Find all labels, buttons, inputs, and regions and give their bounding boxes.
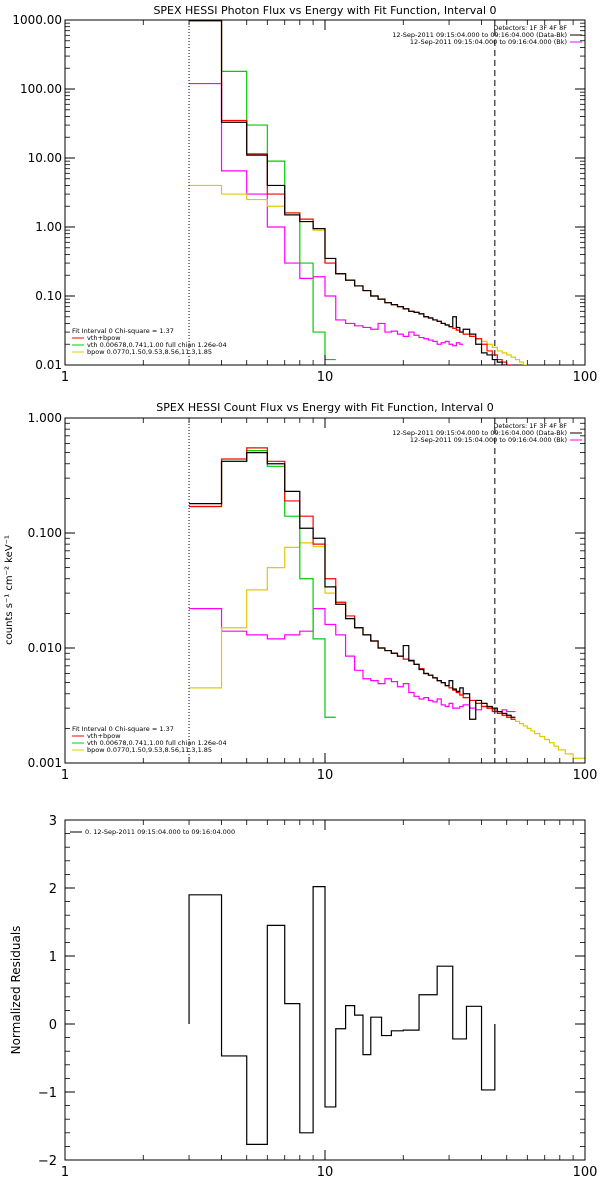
x-tick-label: 1 (61, 370, 69, 385)
legend-fit-interval: Fit Interval 0 Chi-square = 1.37 (72, 725, 174, 733)
legend-vth: vth 0.00678,0.741,1.00 full chian 1.26e-… (87, 341, 227, 349)
series-vth (189, 450, 336, 718)
y-axis-label: counts s⁻¹ cm⁻² keV⁻¹ (4, 535, 15, 645)
legend-data-bk: 12-Sep-2011 09:15:04.000 to 09:16:04.000… (392, 429, 567, 437)
y-tick-label: 0 (49, 1018, 57, 1033)
y-tick-label: 100.00 (20, 82, 62, 96)
legend-bk: 12-Sep-2011 09:15:04.000 to 09:16:04.000… (410, 38, 567, 46)
x-tick-label: 10 (317, 768, 334, 783)
y-tick-label: 10.00 (28, 151, 62, 165)
y-tick-label: 1000.00 (12, 13, 62, 27)
series-model-total (189, 447, 516, 720)
legend-detectors: Detectors: 1F 3F 4F 8F (493, 422, 567, 430)
y-tick-label: 1 (49, 950, 57, 965)
count-flux-panel: SPEX HESSI Count Flux vs Energy with Fit… (4, 401, 597, 783)
x-tick-label: 10 (317, 1165, 334, 1180)
legend-bk: 12-Sep-2011 09:15:04.000 to 09:16:04.000… (410, 436, 567, 444)
y-tick-label: 0.010 (28, 641, 62, 655)
legend-detectors: Detectors: 1F 3F 4F 8F (493, 24, 567, 32)
y-tick-label: 0.10 (35, 289, 62, 303)
y-tick-label: −1 (38, 1086, 57, 1101)
x-tick-label: 1 (61, 1165, 69, 1180)
legend-top-right: Detectors: 1F 3F 4F 8F 12-Sep-2011 09:15… (392, 24, 582, 46)
residuals-panel: Normalized Residuals 1 10 100 −2 −1 0 1 2 3 0. 1… (9, 814, 597, 1180)
x-tick-label: 10 (317, 370, 334, 385)
y-axis-label: Normalized Residuals (9, 926, 23, 1055)
y-tick-label: 2 (49, 882, 57, 897)
legend-bpow: bpow 0.0770,1.50,9.53,8.56,11.3,1.85 (87, 746, 212, 754)
legend-top-right: Detectors: 1F 3F 4F 8F 12-Sep-2011 09:15… (392, 422, 582, 444)
photon-flux-panel: SPEX HESSI Photon Flux vs Energy with Fi… (12, 4, 597, 385)
x-tick-label: 100 (573, 1165, 598, 1180)
legend-residual-interval: 0. 12-Sep-2011 09:15:04.000 to 09:16:04.… (85, 828, 235, 836)
series-data (189, 20, 508, 365)
series-vth (189, 20, 336, 361)
x-tick-label: 100 (573, 370, 598, 385)
legend-bottom-left: Fit Interval 0 Chi-square = 1.37 vth+bpo… (72, 725, 227, 754)
y-tick-label: 1.00 (35, 220, 62, 234)
y-tick-label: −2 (38, 1154, 57, 1169)
legend-top-left: 0. 12-Sep-2011 09:15:04.000 to 09:16:04.… (70, 828, 235, 836)
series-background (189, 82, 464, 347)
series-data (189, 452, 516, 720)
y-tick-label: 0.100 (28, 526, 62, 540)
legend-total: vth+bpow (87, 732, 121, 740)
legend-data-bk: 12-Sep-2011 09:15:04.000 to 09:16:04.000… (392, 31, 567, 39)
legend-total: vth+bpow (87, 334, 121, 342)
legend-fit-interval: Fit Interval 0 Chi-square = 1.37 (72, 327, 174, 335)
plot-frame (64, 19, 586, 366)
y-tick-label: 3 (49, 814, 57, 829)
x-tick-label: 1 (61, 768, 69, 783)
y-tick-label: 1.000 (28, 411, 62, 425)
y-tick-label: 0.01 (35, 358, 62, 372)
series-bpow (189, 184, 528, 365)
y-tick-label: 0.001 (28, 756, 62, 770)
series-background (189, 608, 516, 713)
legend-bottom-left: Fit Interval 0 Chi-square = 1.37 vth+bpo… (72, 327, 227, 356)
panel-title: SPEX HESSI Count Flux vs Energy with Fit… (156, 401, 493, 414)
panel-title: SPEX HESSI Photon Flux vs Energy with Fi… (153, 4, 496, 17)
x-tick-label: 100 (573, 768, 598, 783)
series-residuals (188, 886, 496, 1145)
legend-bpow: bpow 0.0770,1.50,9.53,8.56,11.3,1.85 (87, 348, 212, 356)
legend-vth: vth 0.00678,0.741,1.00 full chian 1.26e-… (87, 739, 227, 747)
